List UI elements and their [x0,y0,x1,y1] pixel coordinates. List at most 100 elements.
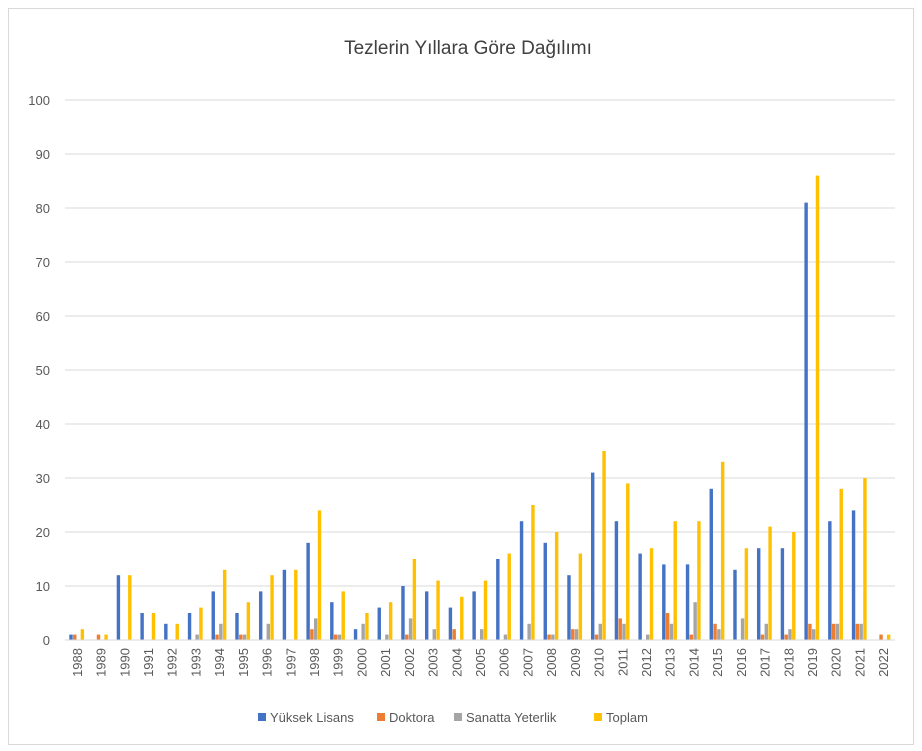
bar [317,510,322,640]
chart-title: Tezlerin Yıllara Göre Dağılımı [344,38,592,59]
x-tick-label: 2012 [639,648,654,677]
bar [270,575,274,640]
bar [408,618,413,640]
bar [788,629,792,640]
y-tick-label: 10 [36,579,50,594]
x-tick-label: 1993 [188,648,203,677]
bar [760,634,765,640]
bar [361,623,365,640]
x-tick-label: 2007 [520,648,535,677]
x-tick-label: 2000 [354,648,369,677]
bar [768,526,772,640]
bar [140,613,144,640]
bar [333,634,338,640]
x-tick-label: 2019 [805,648,820,677]
x-tick-label: 1990 [117,648,132,677]
x-tick-label: 2021 [852,648,867,677]
bar [424,591,429,640]
bar [713,623,717,640]
bar [863,478,867,640]
bar [175,623,179,640]
bar [618,618,622,640]
x-tick-label: 1994 [212,648,227,677]
x-tick-label: 1999 [331,648,346,677]
bar [831,623,836,640]
legend-swatch [454,713,462,721]
bar [219,623,223,640]
bar [405,634,409,640]
bar [649,548,654,640]
x-tick-label: 1998 [307,648,322,677]
x-tick-label: 2009 [568,648,583,677]
bar [638,553,642,640]
bar [839,488,843,640]
y-tick-label: 50 [36,363,50,378]
bar [859,623,863,640]
legend-swatch [377,713,385,721]
bar [740,618,745,640]
bar [80,629,85,640]
bar [567,575,571,640]
x-tick-label: 2016 [734,648,749,677]
bar [222,569,227,640]
bar [756,548,761,640]
x-tick-label: 2010 [592,648,607,677]
bar [104,634,108,640]
x-tick-label: 2022 [876,648,891,677]
x-tick-label: 2002 [402,648,417,677]
y-tick-label: 60 [36,309,50,324]
bar [646,634,650,640]
bar [673,521,677,640]
bar [432,629,436,640]
bar [128,575,132,640]
legend-label: Toplam [606,710,648,725]
legend-swatch [258,713,266,721]
x-tick-label: 1997 [283,648,298,677]
legend-swatch [594,713,602,721]
y-tick-label: 90 [36,147,50,162]
bar [496,559,500,640]
bar [507,553,511,640]
bar [614,521,619,640]
bar [835,623,840,640]
bar [764,623,768,640]
bar [480,629,484,640]
bar [401,586,405,640]
bar [693,602,697,640]
bar [697,521,701,640]
bar [571,629,575,640]
bar [353,629,358,640]
bar [199,607,203,640]
bar [578,553,583,640]
x-tick-label: 2017 [758,648,773,677]
bar [720,461,725,640]
bar [436,580,440,640]
bar [195,634,199,640]
bar [310,629,314,640]
bar [258,591,263,640]
x-tick-label: 2001 [378,648,393,677]
bar [733,569,737,640]
x-tick-label: 1996 [260,648,275,677]
legend-label: Sanatta Yeterlik [466,710,557,725]
bar [472,591,476,640]
bar [828,521,832,640]
x-tick-label: 1992 [165,648,180,677]
bar [69,634,73,640]
x-tick-label: 1991 [141,648,156,677]
bar [594,634,599,640]
bar [665,613,670,640]
x-tick-label: 2008 [544,648,559,677]
bar [377,607,381,640]
bar [689,634,694,640]
bar [306,542,310,640]
bar [294,569,298,640]
bar [151,613,156,640]
bar [337,634,342,640]
x-tick-label: 2006 [497,648,512,677]
x-tick-label: 2011 [615,648,630,676]
y-tick-label: 30 [36,471,50,486]
bar [385,634,389,640]
y-tick-label: 40 [36,417,50,432]
